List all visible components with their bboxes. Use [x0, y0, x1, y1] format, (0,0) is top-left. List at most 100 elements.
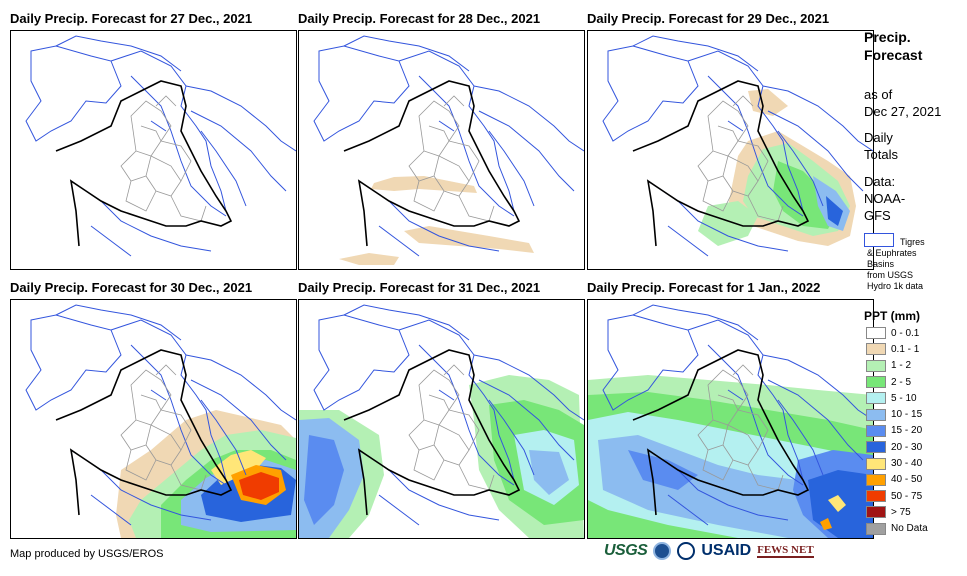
river-basin-outline	[777, 399, 824, 476]
river-basin-outline	[398, 319, 515, 481]
map-panel-4	[10, 299, 297, 539]
legend-item: 0 - 0.1	[866, 325, 928, 341]
river-basin-outline	[313, 314, 410, 411]
precip-layer	[698, 89, 856, 246]
province-boundary	[120, 419, 147, 451]
map-panel-6	[587, 299, 874, 539]
province-boundary	[413, 449, 445, 481]
legend-label: No Data	[891, 523, 928, 535]
river-basin-outline	[130, 75, 227, 217]
legend-item: 0.1 - 1	[866, 341, 928, 357]
basin-legend-text: Tigres & Euphrates Basins from USGS Hydr…	[867, 237, 925, 291]
map-svg-6	[588, 304, 873, 538]
province-boundary	[170, 464, 207, 491]
province-boundary	[707, 100, 749, 157]
legend-swatch	[866, 473, 886, 486]
country-border	[55, 349, 233, 516]
province-boundary	[443, 95, 465, 107]
country-border	[632, 349, 810, 516]
province-boundary	[702, 180, 734, 212]
river-basin-outline	[55, 35, 182, 72]
panel-title-6: Daily Precip. Forecast for 1 Jan., 2022	[587, 280, 821, 295]
river-basin-outline	[632, 304, 759, 341]
basemap-layer	[25, 304, 296, 526]
country-border	[632, 80, 810, 247]
river-basin-outline	[687, 50, 804, 212]
map-svg-5	[299, 304, 584, 538]
province-boundary	[125, 449, 157, 481]
river-basin-outline	[343, 304, 470, 341]
legend-label: 5 - 10	[891, 392, 917, 404]
province-boundary	[120, 150, 147, 182]
province-boundary	[155, 95, 177, 107]
legend-swatch	[866, 392, 886, 405]
river-basin-outline	[473, 85, 584, 152]
as-of-date: as of Dec 27, 2021	[864, 87, 942, 119]
river-basin-outline	[727, 120, 744, 132]
province-boundary	[707, 369, 749, 426]
legend-label: 10 - 15	[891, 409, 923, 421]
legend-label: 0 - 0.1	[891, 327, 920, 339]
river-basin-outline	[313, 45, 410, 142]
river-basin-outline	[687, 319, 804, 481]
river-basin-outline	[200, 399, 247, 476]
river-basin-outline	[767, 110, 864, 192]
river-basin-outline	[150, 120, 167, 132]
province-boundary	[125, 180, 157, 212]
province-boundary	[458, 195, 495, 222]
river-basin-outline	[762, 354, 873, 421]
legend-swatch	[866, 359, 886, 372]
panel-title-1: Daily Precip. Forecast for 27 Dec., 2021	[10, 11, 253, 26]
river-basin-outline	[55, 304, 182, 341]
river-basin-outline	[488, 130, 535, 207]
province-boundary	[737, 140, 769, 182]
province-boundary	[408, 150, 435, 182]
river-basin-outline	[343, 35, 470, 72]
river-basin-outline	[25, 314, 122, 411]
province-boundary	[747, 195, 784, 222]
river-basin-outline	[398, 50, 515, 212]
legend-swatch	[866, 343, 886, 356]
province-boundary	[702, 449, 734, 481]
country-border	[343, 80, 521, 247]
river-basin-outline	[110, 50, 227, 212]
province-boundary	[418, 100, 460, 157]
basemap-layer	[602, 304, 873, 526]
legend-swatch	[866, 490, 886, 503]
precip-layer	[116, 410, 296, 538]
river-basin-outline	[777, 130, 824, 207]
basemap-layer	[313, 304, 584, 526]
river-basin-outline	[727, 389, 744, 401]
precip-layer	[339, 176, 534, 265]
legend-item: 30 - 40	[866, 455, 928, 471]
river-basin-outline	[150, 389, 167, 401]
river-basin-outline	[110, 319, 227, 481]
river-basin-outline	[90, 225, 132, 257]
usgs-logo: USGS	[604, 542, 648, 559]
river-basin-outline	[185, 354, 296, 421]
province-boundary	[428, 125, 450, 142]
noaa-logo-icon	[653, 542, 672, 560]
province-boundary	[737, 409, 769, 451]
map-svg-1	[25, 35, 296, 257]
map-panel-5	[298, 299, 585, 539]
province-boundary	[130, 100, 172, 157]
province-boundary	[697, 419, 724, 451]
river-basin-outline	[667, 225, 709, 257]
basemap-layer	[313, 35, 584, 257]
river-basin-outline	[707, 344, 804, 486]
river-basin-outline	[90, 494, 132, 526]
province-boundary	[717, 125, 739, 142]
map-panel-3	[587, 30, 874, 270]
province-boundary	[433, 424, 470, 466]
legend-item: 2 - 5	[866, 374, 928, 390]
legend-label: 15 - 20	[891, 425, 923, 437]
river-basin-outline	[438, 120, 455, 132]
basin-legend-swatch	[864, 233, 894, 247]
river-basin-outline	[602, 45, 699, 142]
legend-label: 30 - 40	[891, 458, 923, 470]
legend-swatch	[866, 522, 886, 535]
usaid-seal-icon	[677, 542, 696, 560]
legend-label: > 75	[891, 506, 911, 518]
river-basin-outline	[473, 354, 584, 421]
